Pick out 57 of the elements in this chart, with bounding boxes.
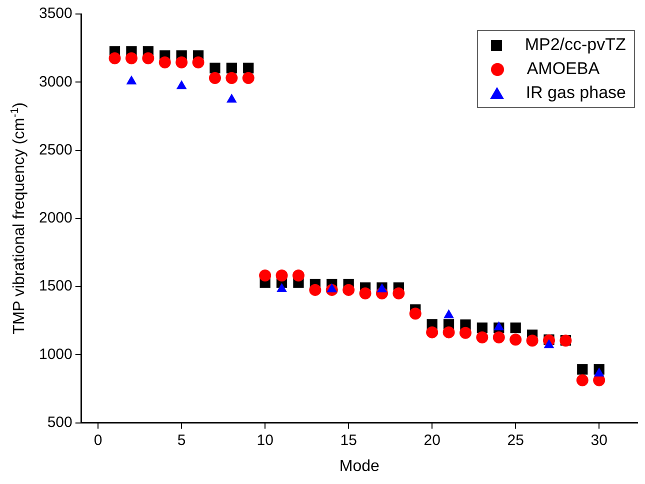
point (192, 56, 204, 68)
point (176, 56, 188, 68)
y-tick-label: 1000 (38, 346, 72, 363)
point (577, 364, 588, 375)
y-tick-label: 2500 (38, 141, 72, 158)
point (492, 331, 505, 344)
point (544, 339, 554, 348)
x-tick-label: 25 (507, 432, 524, 449)
point (226, 94, 237, 103)
x-tick-label: 0 (94, 432, 102, 449)
point (494, 321, 504, 330)
point (242, 72, 254, 84)
legend-label: IR gas phase (526, 83, 626, 103)
y-tick-label: 3500 (38, 5, 72, 22)
y-tick-label: 3000 (38, 73, 72, 90)
point (476, 331, 488, 344)
point (226, 72, 238, 84)
y-tick-label: 2000 (38, 210, 72, 227)
legend-label: MP2/cc-pvTZ (524, 35, 626, 55)
point (359, 287, 372, 300)
point (276, 269, 288, 282)
point (243, 62, 254, 74)
point (526, 334, 538, 347)
x-tick-label: 5 (177, 432, 186, 449)
y-tick-label: 1500 (38, 278, 72, 295)
x-axis-title: Mode (339, 458, 380, 475)
point (208, 72, 221, 84)
x-tick-label: 20 (424, 432, 440, 449)
point (292, 269, 304, 282)
point (125, 52, 138, 64)
point (342, 284, 355, 296)
point (176, 80, 187, 90)
y-axis-title: TMP vibrational frequency (cm-1) (9, 102, 28, 334)
point (210, 62, 220, 74)
x-tick-label: 10 (256, 432, 274, 449)
point (459, 326, 472, 339)
point (158, 56, 171, 68)
point (226, 62, 237, 74)
point (442, 326, 455, 338)
point (476, 322, 488, 334)
point (510, 334, 522, 346)
point (309, 284, 322, 296)
y-tick-label: 500 (47, 414, 72, 431)
x-tick-label: 15 (340, 432, 357, 449)
point (326, 283, 338, 292)
x-tick-label: 30 (590, 432, 608, 449)
point (108, 52, 121, 64)
legend-label: AMOEBA (526, 59, 600, 79)
point (510, 322, 521, 334)
point (392, 287, 405, 300)
point (126, 75, 137, 84)
point (426, 326, 438, 338)
point (259, 269, 272, 282)
point (409, 308, 422, 320)
point (142, 52, 154, 64)
point (444, 309, 454, 318)
point (576, 374, 588, 386)
